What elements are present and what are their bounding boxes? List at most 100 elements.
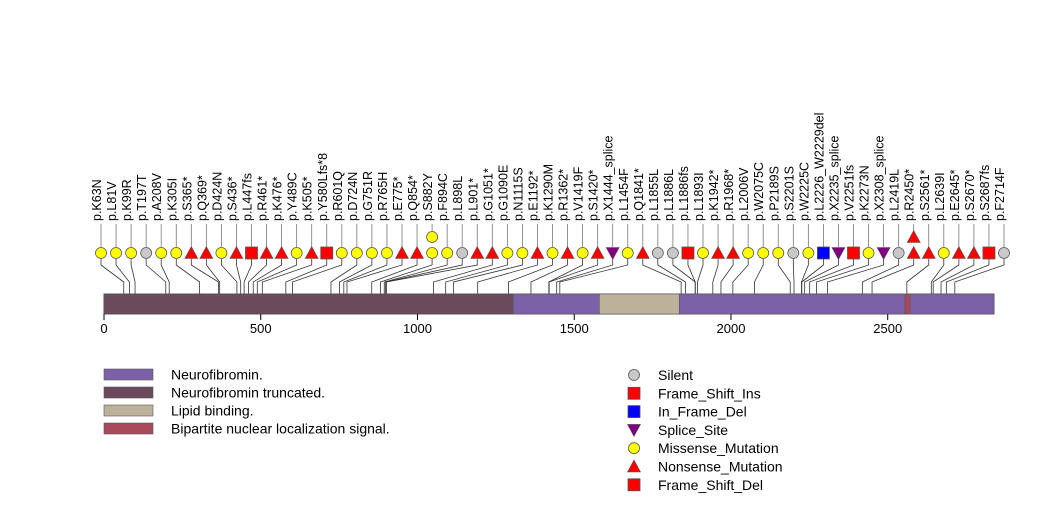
domain-legend-swatch [104,423,153,434]
position-connector [380,259,432,294]
position-axis: 0 500 1000 1500 2000 2500 [100,314,902,336]
axis-tick-label: 0 [100,321,107,336]
position-connector [176,259,199,294]
mutation-label: p.S2201S [782,166,796,221]
mutation-marker [502,248,513,259]
mutation-label: p.W2075C [752,162,766,221]
mutation-marker [531,247,544,259]
mutation-marker [698,248,709,259]
mutation-label: p.D424N [210,172,224,221]
mutation-marker [230,247,243,259]
mutation-label: p.R601Q [331,171,345,221]
mutation-marker [246,247,258,259]
mutation-label: p.L1855L [647,169,661,221]
mutation-label: p.L2419L [888,169,902,221]
position-connector [713,259,718,294]
position-connector [257,259,296,294]
mutation-label: p.S2561* [918,169,932,221]
domain-segment [599,294,679,314]
mutation-label: p.R461* [256,176,270,221]
position-connector [754,259,763,294]
mutation-marker [712,247,725,259]
mutation-marker [773,248,784,259]
mutation-label: p.G1051* [481,168,495,221]
mutation-marker [577,248,588,259]
mutation-marker [396,247,409,259]
mutation-marker [141,248,152,259]
mutation-label: p.E2645* [948,169,962,221]
mutation-marker [486,247,499,259]
domain-legend-swatch [104,405,153,416]
position-connector [339,259,371,294]
position-connector [643,259,681,294]
mutation-legend-marker [628,460,641,472]
mutation-marker [999,248,1010,259]
mutation-marker [952,247,965,259]
domain-legend-swatch [104,387,153,398]
position-connector [433,259,492,294]
mutation-marker [366,248,377,259]
position-connector [793,259,794,294]
mutation-label: p.K99R [120,179,134,221]
mutation-type-legend: SilentFrame_Shift_InsIn_Frame_DelSplice_… [628,367,783,493]
mutation-marker [727,247,740,259]
mutation-label: p.S2687fs [978,165,992,221]
mutation-marker [185,247,198,259]
mutation-label: p.L447fs [241,173,255,221]
domain-segment [104,294,513,314]
mutation-label: p.E775* [391,176,405,221]
mutation-label: p.L81V [105,181,119,221]
axis-tick-label: 1500 [560,321,589,336]
position-connector [244,259,251,294]
mutation-label: p.L1893I [692,172,706,221]
domain-legend-label: Neurofibromin truncated. [171,385,325,401]
position-connector [508,259,552,294]
mutation-label: p.V2251fs [843,165,857,221]
position-connector [697,259,703,294]
position-connector [721,259,733,294]
mutation-label: p.R2450* [903,169,917,221]
mutation-marker [471,247,484,259]
mutation-label: p.F2714F [993,167,1007,221]
mutation-legend-marker [628,387,640,399]
domain-segment [513,294,994,314]
mutation-label: p.E1192* [526,170,540,221]
mutation-label: p.K1942* [707,169,721,221]
mutation-marker [907,247,920,259]
mutation-legend-marker [628,406,640,418]
mutation-legend-label: Nonsense_Mutation [658,459,783,475]
mutation-label: p.Y489C [286,172,300,221]
mutation-legend-label: Frame_Shift_Del [658,477,763,493]
mutation-marker [200,247,213,259]
position-connector [347,259,402,294]
domain-legend-label: Bipartite nuclear localization signal. [171,421,390,437]
mutation-marker [321,247,333,259]
mutation-marker [427,248,438,259]
mutation-label: p.K505* [301,176,315,221]
mutation-legend-label: Silent [658,367,693,383]
mutation-marker [667,248,678,259]
mutation-label: p.L901* [466,178,480,221]
mutation-marker [877,248,890,260]
mutation-label: p.L2639I [933,172,947,221]
mutation-label: p.S2670* [963,169,977,221]
position-connector [191,259,218,294]
position-connector [955,259,1004,294]
domain-legend: Neurofibromin. Neurofibromin truncated. Li… [104,367,390,437]
position-connector [733,259,748,294]
position-connector [116,259,129,294]
lollipop-plot: p.K63N p.L81V p.K99R p.T197T p.A208V p.K305I p… [0,0,1047,524]
mutation-legend-label: In_Frame_Del [658,404,747,420]
position-connector [778,259,790,294]
mutation-marker [848,247,860,259]
mutation-marker [260,247,273,259]
position-connector [688,259,695,294]
position-connector [161,259,169,294]
mutation-label: p.S1420* [587,169,601,221]
mutation-marker [291,248,302,259]
mutation-label: p.L898L [451,176,465,221]
position-connector [560,259,628,294]
mutation-label: p.K305I [165,178,179,221]
mutation-legend-label: Frame_Shift_Ins [658,385,761,401]
mutation-label: p.K2273N [858,165,872,221]
